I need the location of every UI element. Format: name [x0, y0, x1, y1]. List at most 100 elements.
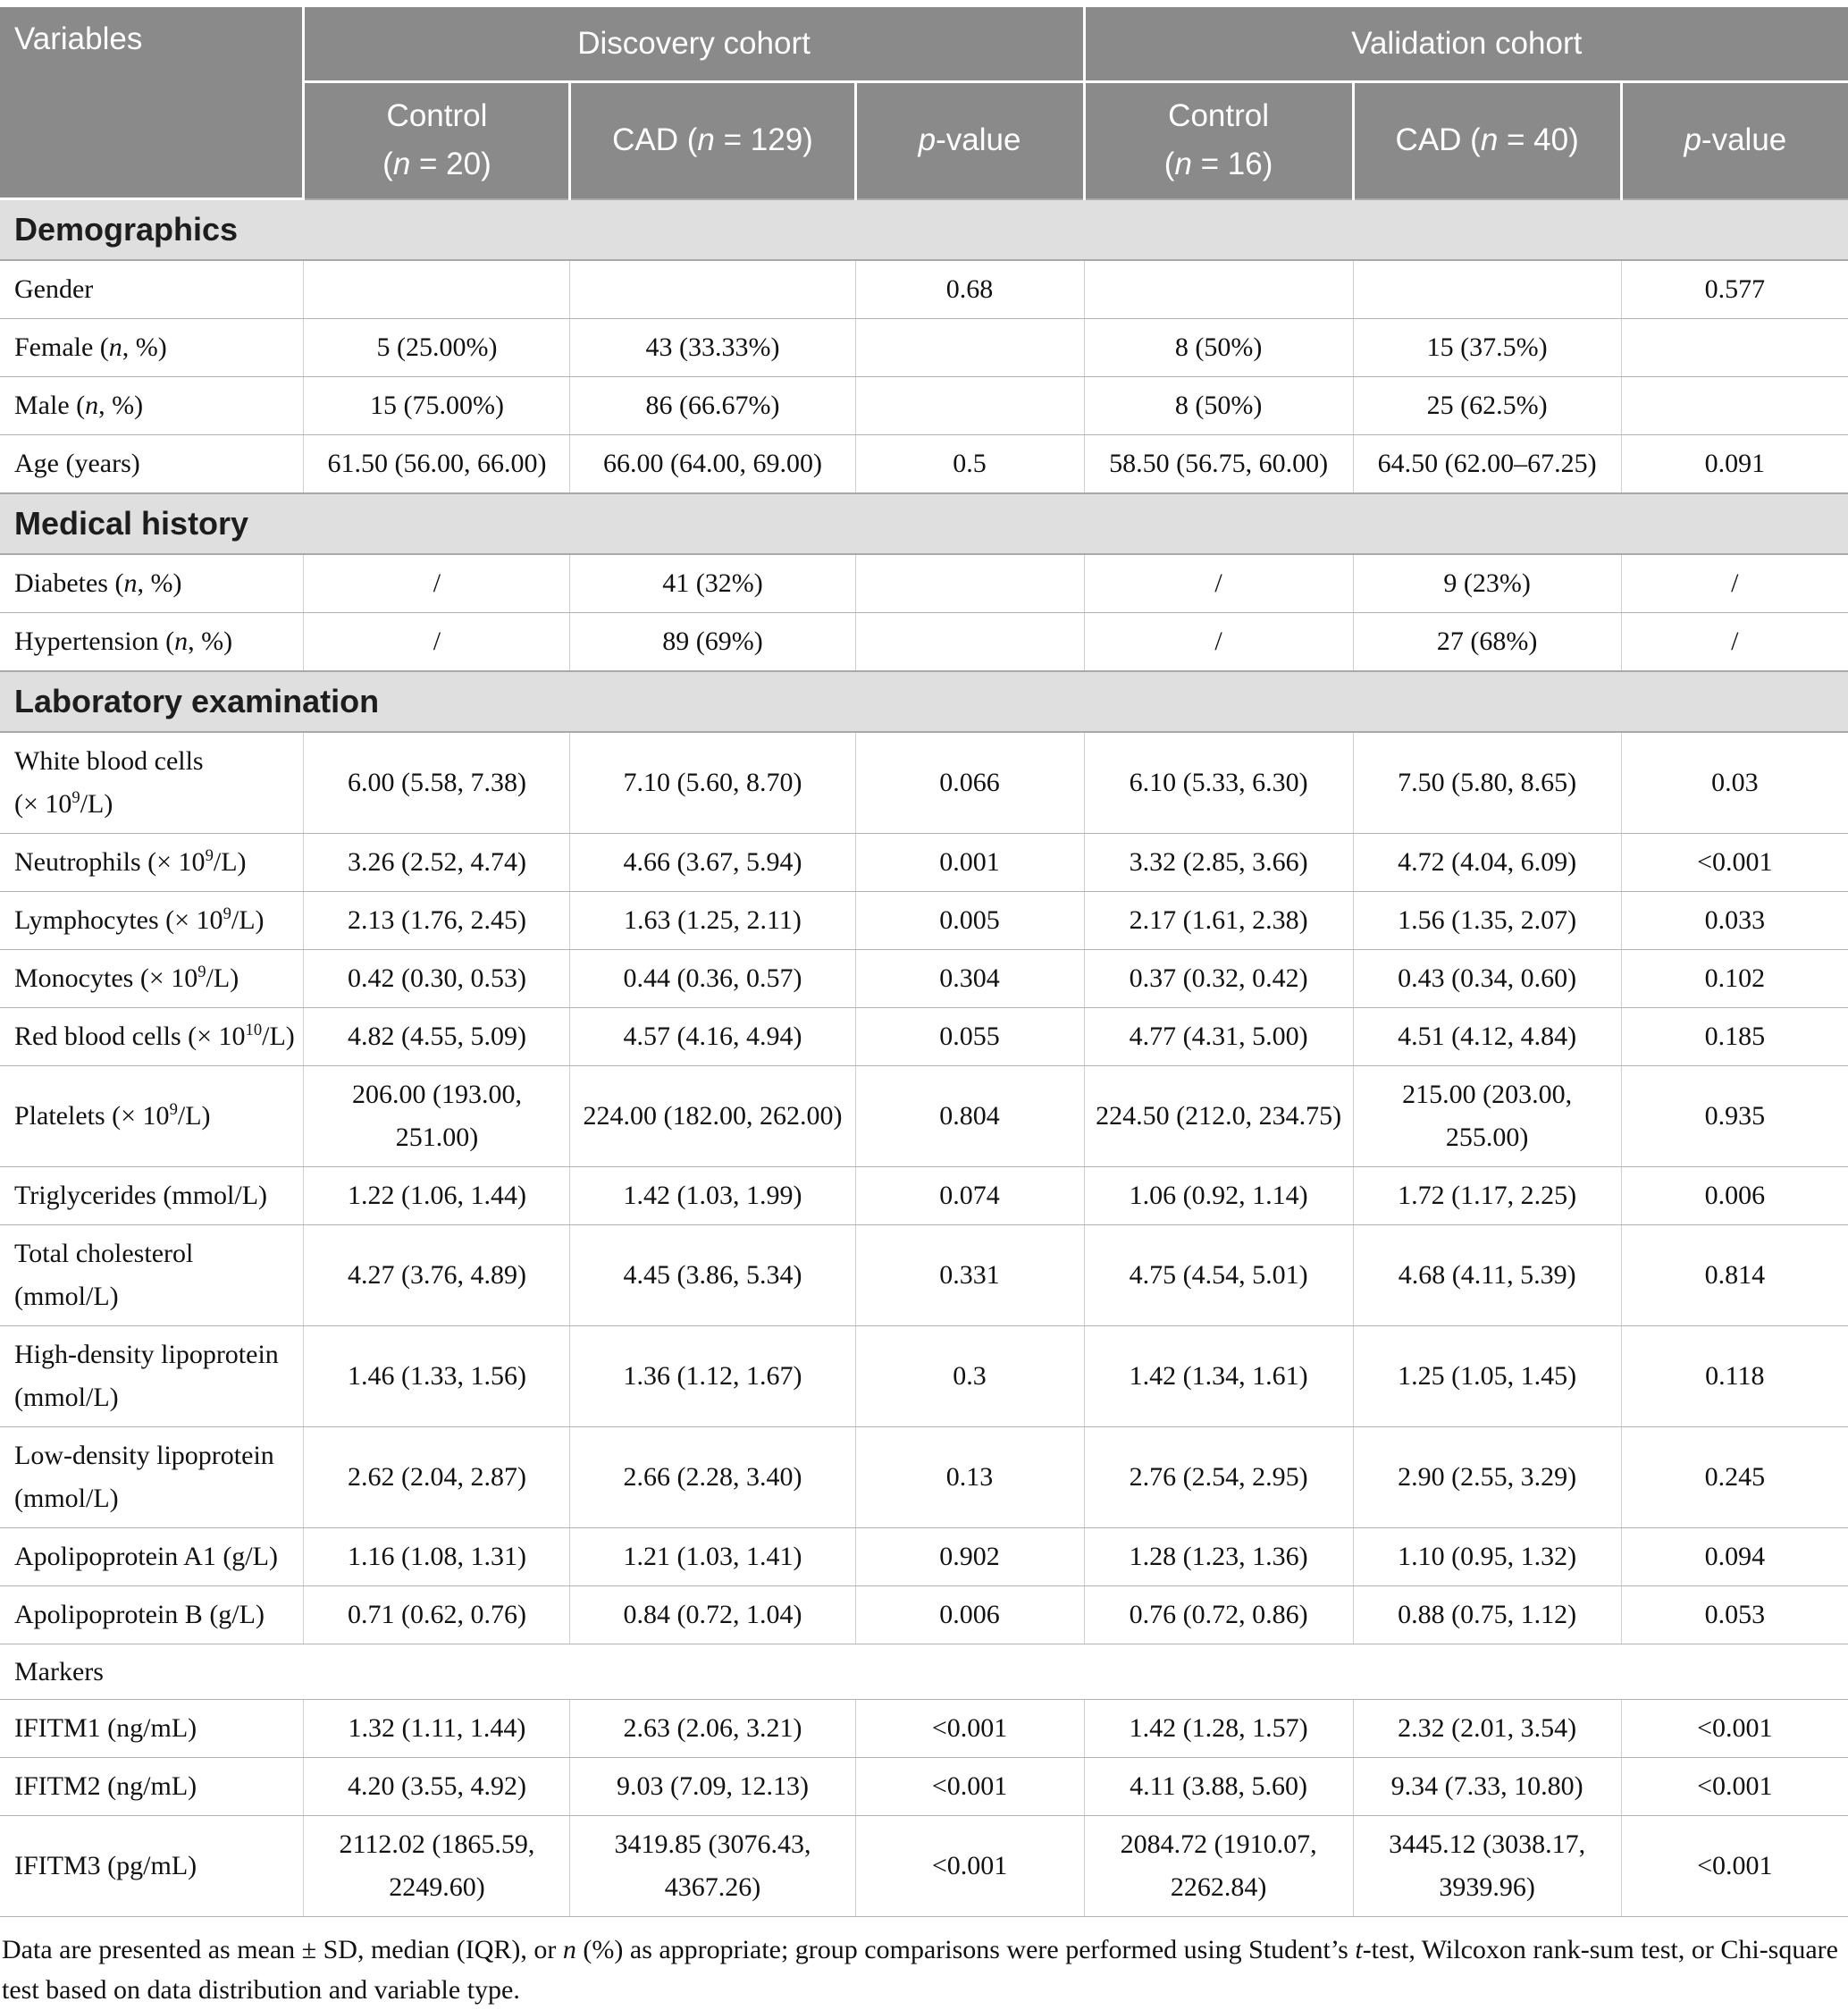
row-label: Red blood cells (× 1010/L) [0, 1007, 305, 1066]
value-cell: 0.066 [854, 731, 1085, 834]
data-row: Female (n, %) 5 (25.00%) 43 (33.33%) 8 (50%… [0, 318, 1848, 377]
value-cell: 0.88 (0.75, 1.12) [1352, 1585, 1622, 1644]
value-cell: 0.935 [1620, 1065, 1848, 1167]
value-cell: 4.77 (4.31, 5.00) [1083, 1007, 1354, 1066]
value-cell: <0.001 [1620, 1815, 1848, 1917]
value-cell: 0.84 (0.72, 1.04) [569, 1585, 856, 1644]
value-cell: 2.32 (2.01, 3.54) [1352, 1699, 1622, 1758]
value-cell: 1.56 (1.35, 2.07) [1352, 891, 1622, 950]
value-cell: 3419.85 (3076.43, 4367.26) [569, 1815, 856, 1917]
row-label: Age (years) [0, 434, 305, 494]
value-cell: 2112.02 (1865.59, 2249.60) [303, 1815, 571, 1917]
value-cell: 27 (68%) [1352, 612, 1622, 672]
value-cell: 2.62 (2.04, 2.87) [303, 1426, 571, 1528]
data-row: Apolipoprotein A1 (g/L) 1.16 (1.08, 1.31)… [0, 1527, 1848, 1586]
value-cell: 86 (66.67%) [569, 376, 856, 435]
value-cell: 4.75 (4.54, 5.01) [1083, 1224, 1354, 1326]
value-cell: 7.50 (5.80, 8.65) [1352, 731, 1622, 834]
data-row: IFITM3 (pg/mL) 2112.02 (1865.59, 2249.60) 3… [0, 1815, 1848, 1917]
row-label: Apolipoprotein B (g/L) [0, 1585, 305, 1644]
table-header: Variables Discovery cohort Validation co… [0, 7, 1848, 200]
value-cell: 224.00 (182.00, 262.00) [569, 1065, 856, 1167]
value-cell: 2.63 (2.06, 3.21) [569, 1699, 856, 1758]
value-cell: 4.68 (4.11, 5.39) [1352, 1224, 1622, 1326]
data-row: Total cholesterol (mmol/L) 4.27 (3.76, 4.8… [0, 1224, 1848, 1326]
row-label: Low-density lipoprotein (mmol/L) [0, 1426, 305, 1528]
value-cell: 0.074 [854, 1166, 1085, 1225]
row-label: IFITM3 (pg/mL) [0, 1815, 305, 1917]
value-cell: <0.001 [1620, 1699, 1848, 1758]
col-header-discovery-cad: CAD (n = 129) [568, 80, 857, 199]
value-cell: 1.42 (1.28, 1.57) [1083, 1699, 1354, 1758]
value-cell: 206.00 (193.00, 251.00) [303, 1065, 571, 1167]
row-label: Female (n, %) [0, 318, 305, 377]
section-row: Medical history [0, 492, 1848, 555]
row-label: Neutrophils (× 109/L) [0, 833, 305, 892]
value-cell: 2.90 (2.55, 3.29) [1352, 1426, 1622, 1528]
value-cell: 0.033 [1620, 891, 1848, 950]
value-cell: 0.577 [1620, 259, 1848, 319]
value-cell: 2.17 (1.61, 2.38) [1083, 891, 1354, 950]
value-cell: 4.57 (4.16, 4.94) [569, 1007, 856, 1066]
value-cell: <0.001 [1620, 833, 1848, 892]
value-cell: 0.76 (0.72, 0.86) [1083, 1585, 1354, 1644]
data-row: Gender 0.68 0.577 [0, 259, 1848, 319]
row-label: IFITM2 (ng/mL) [0, 1757, 305, 1816]
section-row: Laboratory examination [0, 670, 1848, 733]
value-cell: 15 (37.5%) [1352, 318, 1622, 377]
row-label: Apolipoprotein A1 (g/L) [0, 1527, 305, 1586]
value-cell: / [303, 553, 571, 613]
value-cell [1352, 259, 1622, 319]
value-cell: 0.118 [1620, 1325, 1848, 1427]
data-row: Platelets (× 109/L) 206.00 (193.00, 251.00… [0, 1065, 1848, 1167]
data-row: Diabetes (n, %)/41 (32%)/9 (23%) / [0, 553, 1848, 613]
value-cell: 0.3 [854, 1325, 1085, 1427]
header-group-row: Variables Discovery cohort Validation co… [0, 7, 1848, 200]
value-cell: 89 (69%) [569, 612, 856, 672]
value-cell [854, 318, 1085, 377]
row-label: Male (n, %) [0, 376, 305, 435]
value-cell: 66.00 (64.00, 69.00) [569, 434, 856, 494]
data-row: Hypertension (n, %)/89 (69%)/27 (68%) / [0, 612, 1848, 672]
value-cell: 0.006 [1620, 1166, 1848, 1225]
data-row: White blood cells (× 109/L) 6.00 (5.58, 7.… [0, 731, 1848, 834]
value-cell: <0.001 [854, 1699, 1085, 1758]
value-cell: 3.32 (2.85, 3.66) [1083, 833, 1354, 892]
value-cell: 15 (75.00%) [303, 376, 571, 435]
value-cell: 1.22 (1.06, 1.44) [303, 1166, 571, 1225]
value-cell: 1.36 (1.12, 1.67) [569, 1325, 856, 1427]
value-cell: 0.331 [854, 1224, 1085, 1326]
value-cell: 1.63 (1.25, 2.11) [569, 891, 856, 950]
value-cell: / [1620, 553, 1848, 613]
value-cell: 4.51 (4.12, 4.84) [1352, 1007, 1622, 1066]
value-cell: 0.804 [854, 1065, 1085, 1167]
table-footnote: Data are presented as mean ± SD, median … [2, 1935, 1838, 2005]
value-cell [1620, 376, 1848, 435]
value-cell: / [1620, 612, 1848, 672]
value-cell: 0.71 (0.62, 0.76) [303, 1585, 571, 1644]
row-label: Hypertension (n, %) [0, 612, 305, 672]
value-cell: 0.43 (0.34, 0.60) [1352, 949, 1622, 1008]
value-cell: 5 (25.00%) [303, 318, 571, 377]
value-cell [1083, 259, 1354, 319]
col-header-discovery-pvalue: p-value [853, 80, 1086, 199]
subsection-header: Markers [0, 1644, 1848, 1700]
value-cell: 1.32 (1.11, 1.44) [303, 1699, 571, 1758]
row-label: IFITM1 (ng/mL) [0, 1699, 305, 1758]
data-row: Red blood cells (× 1010/L) 4.82 (4.55, 5.… [0, 1007, 1848, 1066]
value-cell: 2.13 (1.76, 2.45) [303, 891, 571, 950]
value-cell: 0.03 [1620, 731, 1848, 834]
value-cell: <0.001 [854, 1757, 1085, 1816]
col-header-validation-cad: CAD (n = 40) [1351, 80, 1623, 199]
section-row: Demographics [0, 198, 1848, 261]
section-header: Laboratory examination [0, 670, 1848, 733]
value-cell: 3445.12 (3038.17, 3939.96) [1352, 1815, 1622, 1917]
value-cell: 215.00 (203.00, 255.00) [1352, 1065, 1622, 1167]
data-row: Low-density lipoprotein (mmol/L) 2.62 (2.0… [0, 1426, 1848, 1528]
data-row: Triglycerides (mmol/L) 1.22 (1.06, 1.44) 1… [0, 1166, 1848, 1225]
data-row: Male (n, %) 15 (75.00%) 86 (66.67%) 8 (50%)… [0, 376, 1848, 435]
value-cell: 0.091 [1620, 434, 1848, 494]
value-cell: 0.68 [854, 259, 1085, 319]
value-cell: 0.102 [1620, 949, 1848, 1008]
header-subcolumn-row: Control (n = 20) CAD (n = 129) p-value Co… [0, 80, 1848, 199]
